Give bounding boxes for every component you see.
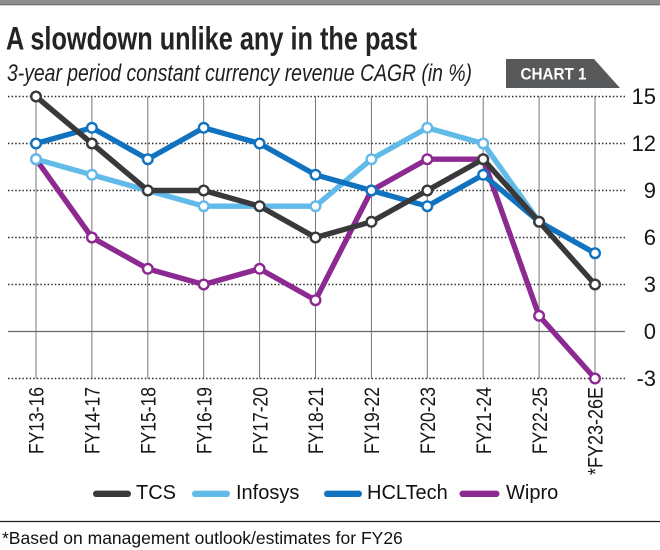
svg-text:CHART 1: CHART 1 bbox=[521, 65, 587, 84]
svg-text:6: 6 bbox=[644, 225, 656, 250]
svg-text:HCLTech: HCLTech bbox=[367, 482, 448, 504]
svg-text:FY18-21: FY18-21 bbox=[304, 387, 328, 454]
svg-text:FY14-17: FY14-17 bbox=[81, 387, 105, 454]
svg-text:FY20-23: FY20-23 bbox=[416, 387, 440, 454]
svg-text:FY21-24: FY21-24 bbox=[472, 387, 496, 454]
svg-text:-3: -3 bbox=[636, 366, 656, 391]
svg-text:FY19-22: FY19-22 bbox=[360, 387, 384, 454]
svg-text:*FY23-26E: *FY23-26E bbox=[584, 387, 608, 475]
svg-text:A slowdown unlike any in the p: A slowdown unlike any in the past bbox=[6, 21, 417, 57]
svg-text:FY13-16: FY13-16 bbox=[25, 387, 49, 454]
svg-text:FY17-20: FY17-20 bbox=[248, 387, 272, 454]
svg-text:3-year period constant currenc: 3-year period constant currency revenue … bbox=[7, 60, 472, 87]
svg-text:3: 3 bbox=[644, 272, 656, 297]
svg-text:TCS: TCS bbox=[136, 482, 176, 504]
svg-text:9: 9 bbox=[644, 178, 656, 203]
svg-text:*Based on management outlook/e: *Based on management outlook/estimates f… bbox=[2, 528, 403, 548]
svg-text:0: 0 bbox=[644, 319, 656, 344]
svg-text:Infosys: Infosys bbox=[236, 482, 299, 504]
svg-text:FY22-25: FY22-25 bbox=[528, 387, 552, 454]
svg-text:12: 12 bbox=[632, 131, 656, 156]
svg-text:FY15-18: FY15-18 bbox=[137, 387, 161, 454]
svg-text:FY16-19: FY16-19 bbox=[192, 387, 216, 454]
svg-text:15: 15 bbox=[632, 84, 656, 109]
svg-text:Wipro: Wipro bbox=[506, 482, 558, 504]
